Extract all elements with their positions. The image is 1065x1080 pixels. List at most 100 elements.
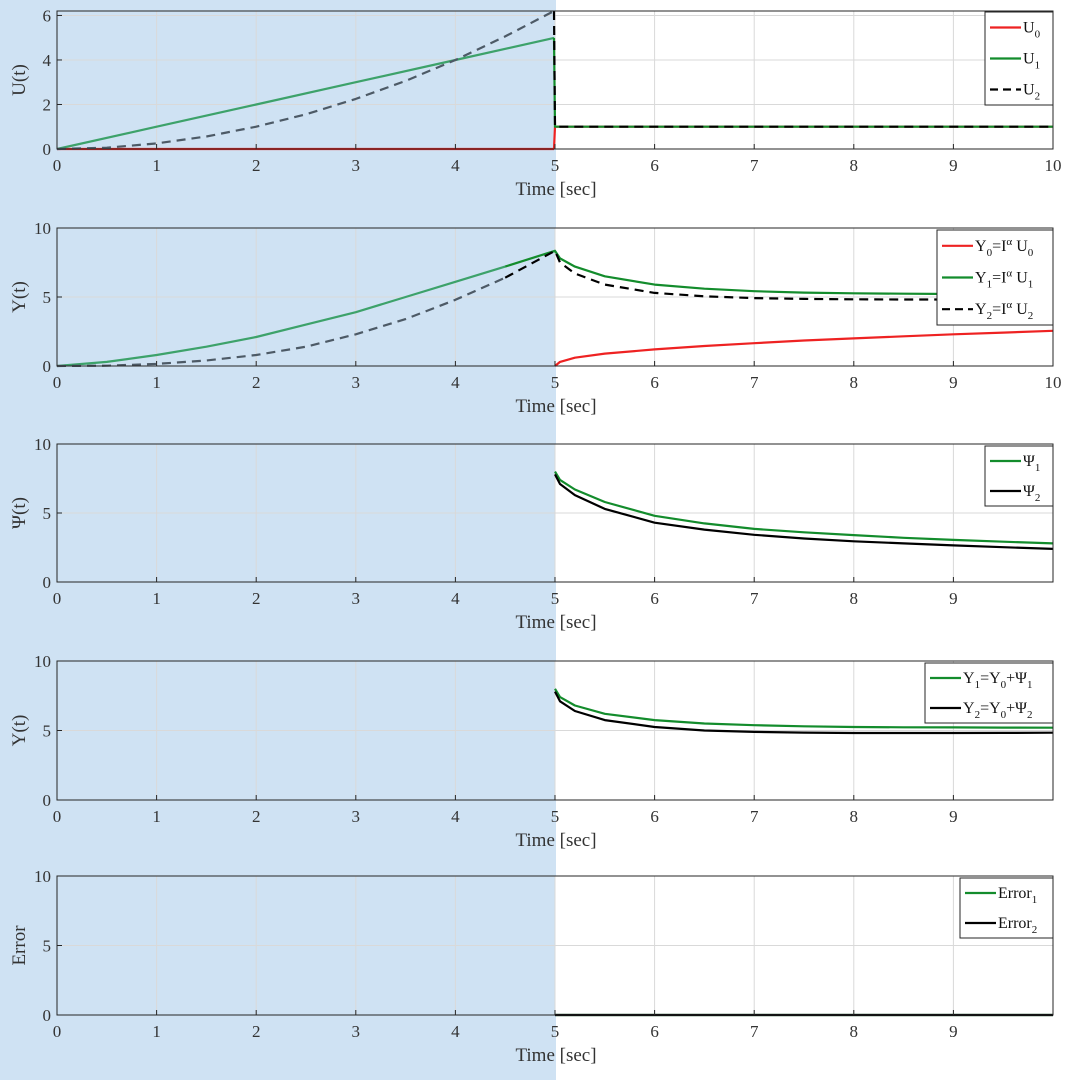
y-tick-label: 10 xyxy=(34,652,51,671)
y-tick-label: 0 xyxy=(43,357,52,376)
x-tick-label: 1 xyxy=(152,1022,161,1041)
legend: Y0=Iα U0 Y1=Iα U1 Y2=Iα U2 xyxy=(936,229,1054,326)
x-tick-label: 5 xyxy=(551,156,560,175)
x-tick-label: 0 xyxy=(53,156,62,175)
y-tick-label: 0 xyxy=(43,791,52,810)
y-tick-label: 6 xyxy=(43,6,52,25)
x-tick-label: 4 xyxy=(451,589,460,608)
x-tick-label: 2 xyxy=(252,589,261,608)
x-tick-label: 7 xyxy=(750,589,759,608)
x-tick-label: 4 xyxy=(451,1022,460,1041)
chart-panel-2: 0 1 2 3 4 5 6 7 8 9 10 0 5 10 Time [sec] Y(t) Y0=Iα U0 Y1… xyxy=(9,219,1062,417)
x-axis-label: Time [sec] xyxy=(515,396,596,417)
legend-entry-1: Error1 xyxy=(998,885,1037,906)
series-line-1-main xyxy=(554,471,1054,545)
y-tick-label: 0 xyxy=(43,1006,52,1025)
y-tick-label: 10 xyxy=(34,867,51,886)
x-tick-label: 8 xyxy=(850,589,859,608)
x-tick-label: 4 xyxy=(451,156,460,175)
x-tick-label: 10 xyxy=(1045,373,1062,392)
legend-entry-1: Ψ1 xyxy=(1023,453,1040,474)
x-axis-label: Time [sec] xyxy=(515,612,596,633)
y-axis-label: U(t) xyxy=(9,64,30,96)
y-tick-label: 5 xyxy=(43,722,52,741)
series-line-3-shaded xyxy=(56,276,506,368)
x-tick-label: 9 xyxy=(949,156,958,175)
x-tick-label: 8 xyxy=(850,373,859,392)
x-tick-label: 8 xyxy=(850,1022,859,1041)
y-tick-label: 0 xyxy=(43,140,52,159)
x-tick-label: 3 xyxy=(352,589,361,608)
x-tick-label: 1 xyxy=(152,156,161,175)
x-tick-label: 5 xyxy=(551,1022,560,1041)
legend-box xyxy=(924,662,1054,724)
y-axis-label: Y(t) xyxy=(9,281,30,313)
x-tick-label: 9 xyxy=(949,807,958,826)
legend-entry-2: Y1=Iα U1 xyxy=(975,268,1033,291)
series-line-2-shaded xyxy=(56,36,555,151)
y-axis-label: Y(t) xyxy=(9,715,30,747)
x-tick-label: 4 xyxy=(451,373,460,392)
series-line-2-main xyxy=(554,691,1054,735)
y-tick-label: 5 xyxy=(43,288,52,307)
y-tick-label: 5 xyxy=(43,937,52,956)
series-line-1-main xyxy=(554,329,1054,367)
x-tick-label: 1 xyxy=(152,807,161,826)
x-tick-label: 0 xyxy=(53,807,62,826)
legend: Error1 Error2 xyxy=(959,877,1054,939)
legend-entry-1: Y1=Y0+Ψ1 xyxy=(963,670,1032,691)
chart-panel-1: 0 1 2 3 4 5 6 7 8 9 10 0 2 4 6 Time [sec] U(t) U0 U1 U2 xyxy=(9,6,1062,200)
legend-box xyxy=(959,877,1054,939)
x-tick-label: 0 xyxy=(53,373,62,392)
x-tick-label: 2 xyxy=(252,807,261,826)
chart-panel-4: 0 1 2 3 4 5 6 7 8 9 0 5 10 Time [sec] Y(t) Y1=Y0+Ψ1 Y2=Y… xyxy=(9,652,1054,851)
y-tick-label: 10 xyxy=(34,435,51,454)
shaded-time-region xyxy=(0,0,556,1080)
legend-entry-2: Y2=Y0+Ψ2 xyxy=(963,700,1032,721)
x-tick-label: 8 xyxy=(850,156,859,175)
legend-entry-3: U2 xyxy=(1023,82,1040,103)
y-axis-label: Ψ(t) xyxy=(9,497,30,529)
x-tick-label: 5 xyxy=(551,373,560,392)
x-tick-label: 6 xyxy=(650,807,659,826)
legend-entry-1: U0 xyxy=(1023,20,1041,41)
legend: U0 U1 U2 xyxy=(984,11,1054,106)
legend-entry-2: U1 xyxy=(1023,51,1040,72)
legend-entry-1: Y0=Iα U0 xyxy=(975,236,1034,259)
x-tick-label: 0 xyxy=(53,589,62,608)
x-tick-label: 3 xyxy=(352,1022,361,1041)
x-tick-label: 6 xyxy=(650,156,659,175)
series-line-1-main xyxy=(554,688,1054,729)
x-tick-label: 7 xyxy=(750,156,759,175)
y-axis-label: Error xyxy=(9,925,30,966)
x-axis-label: Time [sec] xyxy=(515,179,596,200)
series-line-3-main xyxy=(504,249,1053,301)
x-tick-label: 3 xyxy=(352,373,361,392)
x-tick-label: 2 xyxy=(252,1022,261,1041)
x-tick-label: 4 xyxy=(451,807,460,826)
x-tick-label: 9 xyxy=(949,589,958,608)
x-tick-label: 8 xyxy=(850,807,859,826)
x-tick-label: 6 xyxy=(650,589,659,608)
x-tick-label: 10 xyxy=(1045,156,1062,175)
x-axis-label: Time [sec] xyxy=(515,1045,596,1066)
series-line-2-main xyxy=(552,37,1053,128)
x-tick-label: 2 xyxy=(252,373,261,392)
y-tick-label: 10 xyxy=(34,219,51,238)
x-tick-label: 7 xyxy=(750,807,759,826)
series-line-2-main xyxy=(554,473,1054,550)
legend-entry-2: Ψ2 xyxy=(1023,483,1040,504)
x-tick-label: 7 xyxy=(750,1022,759,1041)
series-line-3-shaded xyxy=(56,10,555,151)
plot-area xyxy=(555,11,1053,149)
series-line-2-shaded xyxy=(56,265,506,368)
legend: Y1=Y0+Ψ1 Y2=Y0+Ψ2 xyxy=(924,662,1054,724)
x-tick-label: 5 xyxy=(551,807,560,826)
legend-entry-2: Error2 xyxy=(998,915,1037,936)
y-tick-label: 4 xyxy=(43,51,52,70)
y-tick-label: 2 xyxy=(43,95,52,114)
